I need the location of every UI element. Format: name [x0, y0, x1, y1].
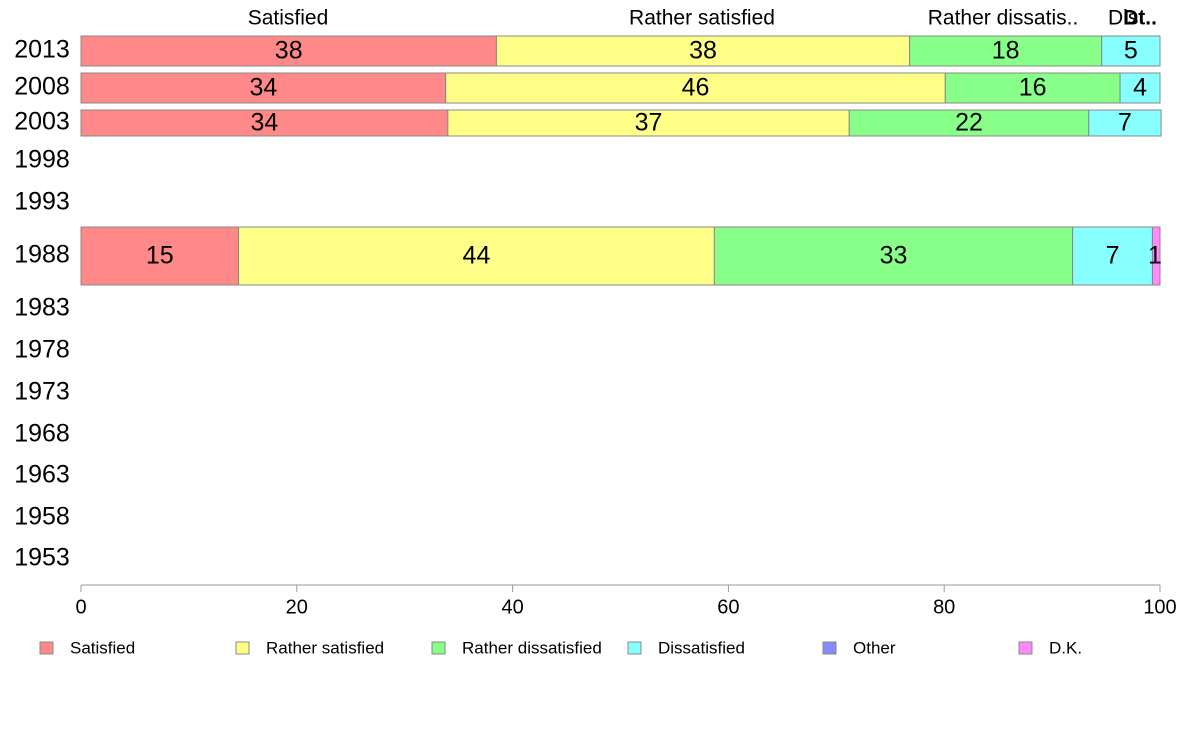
year-label-2013: 2013 — [14, 36, 70, 64]
legend-label-rather-satisfied: Rather satisfied — [266, 638, 384, 657]
legend-label-other: Other — [853, 638, 896, 657]
bar-1988-dissatisfied — [1072, 226, 1153, 286]
legend-label-dissatisfied: Dissatisfied — [658, 638, 745, 657]
data-label-2013-satisfied: 38 — [275, 37, 303, 65]
data-label-2003-rather-satisfied: 37 — [635, 109, 663, 137]
top-label-0: Satisfied — [248, 7, 329, 30]
legend-swatch-rather-satisfied — [235, 641, 250, 655]
bar-2003-rather-satisfied — [447, 109, 850, 137]
data-label-1988-d-k-: 1 — [1148, 242, 1162, 270]
bar-2008-rather-dissatisfied — [944, 72, 1121, 104]
data-label-2013-rather-dissatisfied: 18 — [992, 37, 1020, 65]
top-label-2: Rather dissatis.. — [928, 7, 1079, 30]
data-label-2003-dissatisfied: 7 — [1118, 109, 1132, 137]
bar-2013-rather-dissatisfied — [909, 35, 1103, 67]
x-tick-label-40: 40 — [501, 596, 523, 618]
data-label-2013-rather-satisfied: 38 — [689, 37, 717, 65]
data-label-2008-dissatisfied: 4 — [1133, 74, 1147, 102]
year-label-1988: 1988 — [14, 241, 70, 269]
x-tick-label-100: 100 — [1143, 596, 1176, 618]
legend-label-satisfied: Satisfied — [70, 638, 135, 657]
x-tick-label-20: 20 — [286, 596, 308, 618]
year-label-1998: 1998 — [14, 146, 70, 174]
legend-swatch-satisfied — [39, 641, 54, 655]
legend-label-rather-dissatisfied: Rather dissatisfied — [462, 638, 602, 657]
bar-1988-d-k- — [1151, 226, 1161, 286]
top-label-4: Dt.. — [1123, 7, 1157, 30]
bar-1988-rather-satisfied — [238, 226, 715, 286]
bar-2003-dissatisfied — [1088, 109, 1162, 137]
year-label-1953: 1953 — [14, 544, 70, 572]
data-label-1988-rather-dissatisfied: 33 — [880, 242, 908, 270]
bar-2008-dissatisfied — [1119, 72, 1161, 104]
legend-swatch-other — [822, 641, 837, 655]
year-label-1958: 1958 — [14, 503, 70, 531]
bar-1988-rather-dissatisfied — [713, 226, 1074, 286]
bar-2013-rather-satisfied — [495, 35, 911, 67]
data-label-1988-satisfied: 15 — [146, 242, 174, 270]
year-label-1993: 1993 — [14, 188, 70, 216]
top-label-1: Rather satisfied — [629, 7, 775, 30]
top-label-3: Dis — [1108, 7, 1138, 30]
data-label-2013-dissatisfied: 5 — [1124, 37, 1138, 65]
year-label-1968: 1968 — [14, 420, 70, 448]
data-label-1988-rather-satisfied: 44 — [463, 242, 491, 270]
bar-1988-satisfied — [80, 226, 240, 286]
data-label-2008-rather-satisfied: 46 — [682, 74, 710, 102]
bar-2008-satisfied — [80, 72, 447, 104]
data-label-2003-rather-dissatisfied: 22 — [955, 109, 983, 137]
bar-2003-satisfied — [80, 109, 449, 137]
data-label-2008-satisfied: 34 — [249, 74, 277, 102]
year-label-1983: 1983 — [14, 294, 70, 322]
data-label-2003-satisfied: 34 — [251, 109, 279, 137]
legend-swatch-d-k- — [1018, 641, 1033, 655]
data-label-1988-dissatisfied: 7 — [1106, 242, 1120, 270]
year-label-2008: 2008 — [14, 73, 70, 101]
year-label-1978: 1978 — [14, 336, 70, 364]
legend-swatch-rather-dissatisfied — [431, 641, 446, 655]
data-label-2008-rather-dissatisfied: 16 — [1019, 74, 1047, 102]
x-tick-label-80: 80 — [933, 596, 955, 618]
year-label-2003: 2003 — [14, 108, 70, 136]
x-tick-label-60: 60 — [717, 596, 739, 618]
legend-swatch-dissatisfied — [627, 641, 642, 655]
year-label-1963: 1963 — [14, 461, 70, 489]
year-label-1973: 1973 — [14, 378, 70, 406]
x-tick-label-0: 0 — [75, 596, 86, 618]
bar-2013-dissatisfied — [1101, 35, 1161, 67]
bar-2013-satisfied — [80, 35, 497, 67]
bar-2008-rather-satisfied — [445, 72, 946, 104]
legend-label-d-k-: D.K. — [1049, 638, 1082, 657]
